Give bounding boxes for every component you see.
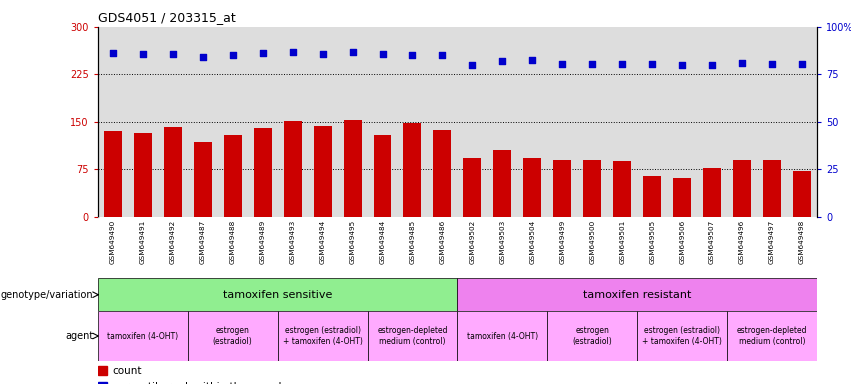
Bar — [458, 278, 817, 311]
Bar — [793, 171, 811, 217]
Text: genotype/variation: genotype/variation — [1, 290, 94, 300]
Text: tamoxifen sensitive: tamoxifen sensitive — [223, 290, 333, 300]
Point — [106, 50, 120, 56]
Point — [166, 51, 180, 57]
Bar — [523, 158, 541, 217]
Text: estrogen
(estradiol): estrogen (estradiol) — [573, 326, 612, 346]
Bar — [403, 123, 421, 217]
Text: GSM649494: GSM649494 — [320, 220, 326, 264]
Point — [645, 61, 659, 67]
Text: agent: agent — [66, 331, 94, 341]
Bar — [188, 311, 277, 361]
Bar — [254, 128, 271, 217]
Point — [676, 62, 689, 68]
Bar — [643, 176, 661, 217]
Bar — [104, 131, 122, 217]
Text: percentile rank within the sample: percentile rank within the sample — [112, 382, 288, 384]
Bar — [134, 133, 151, 217]
Point — [346, 49, 359, 55]
Point — [316, 51, 329, 57]
Text: GSM649497: GSM649497 — [769, 220, 775, 264]
Text: GSM649504: GSM649504 — [529, 220, 535, 264]
Text: estrogen-depleted
medium (control): estrogen-depleted medium (control) — [737, 326, 808, 346]
Text: GSM649506: GSM649506 — [679, 220, 685, 264]
Bar — [703, 167, 721, 217]
Bar — [374, 135, 391, 217]
Text: GSM649499: GSM649499 — [559, 220, 565, 264]
Point — [615, 61, 629, 67]
Text: GSM649486: GSM649486 — [439, 220, 445, 264]
Text: GSM649495: GSM649495 — [350, 220, 356, 264]
Point — [526, 57, 540, 63]
Text: estrogen (estradiol)
+ tamoxifen (4-OHT): estrogen (estradiol) + tamoxifen (4-OHT) — [643, 326, 722, 346]
Point — [375, 51, 389, 57]
Bar — [98, 382, 107, 384]
Text: GSM649487: GSM649487 — [200, 220, 206, 264]
Point — [765, 61, 779, 67]
Text: estrogen (estradiol)
+ tamoxifen (4-OHT): estrogen (estradiol) + tamoxifen (4-OHT) — [283, 326, 363, 346]
Text: GSM649485: GSM649485 — [409, 220, 415, 264]
Point — [226, 52, 239, 58]
Point — [585, 61, 599, 67]
Bar — [98, 278, 458, 311]
Point — [256, 50, 270, 56]
Text: GSM649503: GSM649503 — [500, 220, 505, 264]
Text: estrogen
(estradiol): estrogen (estradiol) — [213, 326, 253, 346]
Bar — [283, 121, 301, 217]
Bar — [733, 160, 751, 217]
Bar — [614, 161, 631, 217]
Text: GSM649484: GSM649484 — [380, 220, 386, 264]
Point — [196, 54, 209, 60]
Text: tamoxifen resistant: tamoxifen resistant — [583, 290, 691, 300]
Text: GSM649488: GSM649488 — [230, 220, 236, 264]
Bar — [194, 142, 212, 217]
Point — [735, 60, 749, 66]
Bar — [313, 126, 332, 217]
Bar — [344, 120, 362, 217]
Point — [495, 58, 509, 64]
Text: GDS4051 / 203315_at: GDS4051 / 203315_at — [98, 11, 236, 24]
Bar — [637, 311, 727, 361]
Point — [136, 51, 150, 57]
Point — [705, 62, 719, 68]
Bar — [673, 178, 691, 217]
Point — [795, 61, 808, 67]
Bar — [277, 311, 368, 361]
Bar — [464, 158, 482, 217]
Text: GSM649505: GSM649505 — [649, 220, 655, 264]
Text: GSM649491: GSM649491 — [140, 220, 146, 264]
Bar — [547, 311, 637, 361]
Text: GSM649489: GSM649489 — [260, 220, 266, 264]
Point — [286, 49, 300, 55]
Point — [436, 52, 449, 58]
Text: GSM649493: GSM649493 — [289, 220, 295, 264]
Bar — [763, 160, 781, 217]
Text: GSM649498: GSM649498 — [799, 220, 805, 264]
Point — [465, 62, 479, 68]
Text: GSM649502: GSM649502 — [470, 220, 476, 264]
Text: tamoxifen (4-OHT): tamoxifen (4-OHT) — [467, 331, 538, 341]
Bar — [583, 160, 601, 217]
Point — [556, 61, 569, 67]
Text: count: count — [112, 366, 142, 376]
Text: estrogen-depleted
medium (control): estrogen-depleted medium (control) — [377, 326, 448, 346]
Bar — [224, 135, 242, 217]
Text: GSM649490: GSM649490 — [110, 220, 116, 264]
Bar — [98, 311, 188, 361]
Text: GSM649500: GSM649500 — [589, 220, 595, 264]
Text: GSM649496: GSM649496 — [739, 220, 745, 264]
Text: tamoxifen (4-OHT): tamoxifen (4-OHT) — [107, 331, 179, 341]
Bar — [458, 311, 547, 361]
Point — [406, 52, 420, 58]
Bar — [163, 127, 182, 217]
Text: GSM649507: GSM649507 — [709, 220, 715, 264]
Text: GSM649492: GSM649492 — [169, 220, 176, 264]
Bar — [553, 160, 571, 217]
Bar — [98, 366, 107, 376]
Bar — [727, 311, 817, 361]
Bar — [433, 129, 451, 217]
Text: GSM649501: GSM649501 — [620, 220, 625, 264]
Bar — [368, 311, 458, 361]
Bar — [494, 151, 511, 217]
